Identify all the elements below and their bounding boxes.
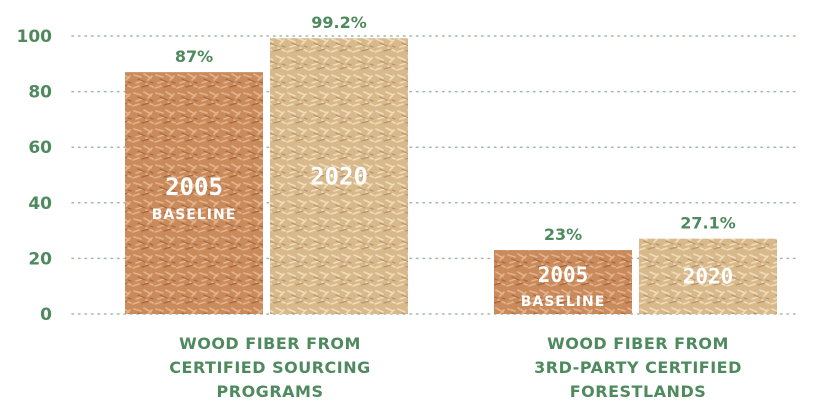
bar-sub-label: BASELINE xyxy=(152,207,237,223)
category-label: PROGRAMS xyxy=(217,382,324,401)
bar-year-label: 2005 xyxy=(165,173,223,201)
y-tick-label: 20 xyxy=(28,249,52,269)
data-label: 23% xyxy=(544,225,582,244)
data-label: 87% xyxy=(175,47,213,66)
labels: 87% 2005 BASELINE 99.2% 2020 WOOD FIBER FROM C… xyxy=(152,13,742,401)
y-axis-ticks: 0 20 40 60 80 100 xyxy=(17,27,53,325)
category-label: WOOD FIBER FROM xyxy=(547,334,729,353)
bar xyxy=(125,72,263,314)
category-label: CERTIFIED SOURCING xyxy=(169,358,370,377)
category-label: FORESTLANDS xyxy=(570,382,707,401)
category-label: WOOD FIBER FROM xyxy=(179,334,361,353)
bar xyxy=(270,38,408,314)
y-tick-label: 60 xyxy=(28,138,52,158)
bar xyxy=(494,250,632,314)
bar xyxy=(639,238,777,314)
bars xyxy=(125,38,777,314)
y-tick-label: 100 xyxy=(17,27,53,47)
bar-year-label: 2020 xyxy=(310,163,368,191)
y-tick-label: 40 xyxy=(28,194,52,214)
category-label: 3RD-PARTY CERTIFIED xyxy=(534,358,742,377)
data-label: 27.1% xyxy=(680,214,736,233)
data-label: 99.2% xyxy=(311,13,367,32)
y-tick-label: 80 xyxy=(28,83,52,103)
bar-year-label: 2005 xyxy=(538,263,589,287)
bar-sub-label: BASELINE xyxy=(521,294,606,310)
y-tick-label: 0 xyxy=(40,305,52,325)
bar-year-label: 2020 xyxy=(683,265,734,289)
